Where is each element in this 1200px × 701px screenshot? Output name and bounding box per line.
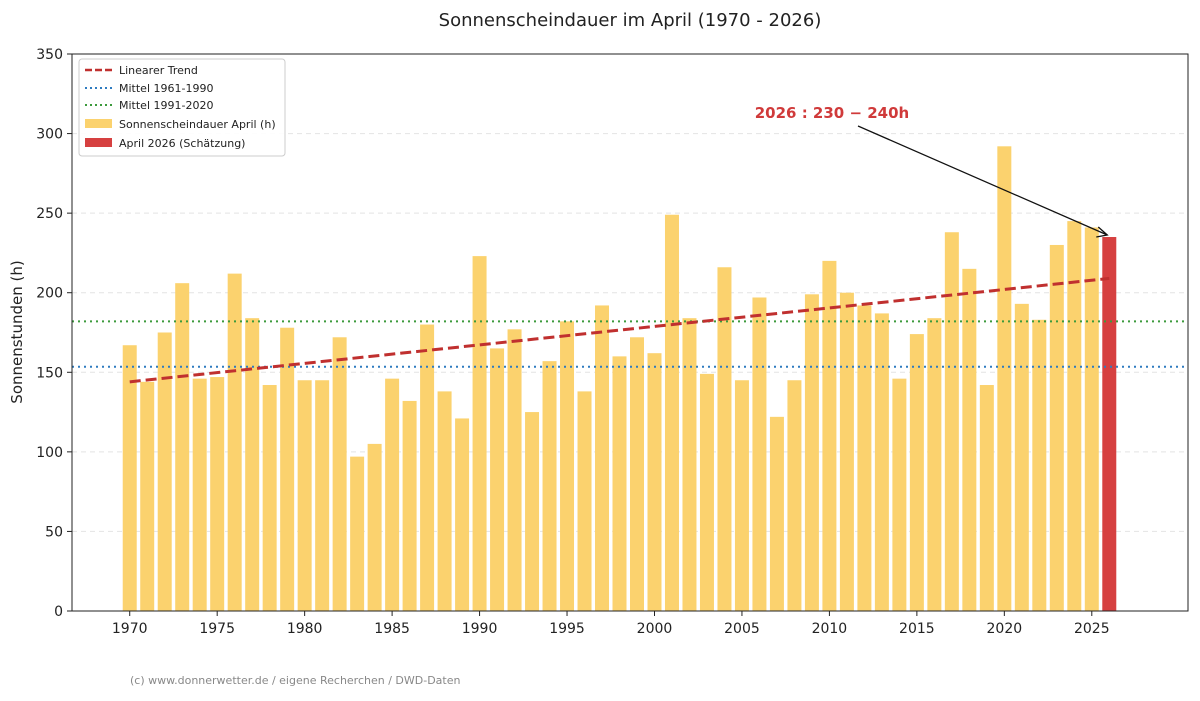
legend-estimate-swatch bbox=[85, 138, 112, 147]
bar-2000 bbox=[647, 353, 662, 611]
annotation-label: 2026 : 230 − 240h bbox=[755, 104, 910, 122]
bar-2013 bbox=[874, 313, 889, 611]
bar-2021 bbox=[1014, 303, 1029, 611]
bar-1988 bbox=[437, 391, 452, 611]
bar-1997 bbox=[595, 305, 610, 611]
legend-bar-label: Sonnenscheindauer April (h) bbox=[119, 118, 276, 131]
legend-bar-swatch bbox=[85, 119, 112, 128]
x-tick-label: 2025 bbox=[1074, 621, 1110, 637]
bar-2019 bbox=[979, 385, 994, 611]
legend: Linearer Trend Mittel 1961-1990 Mittel 1… bbox=[78, 58, 286, 157]
bar-1973 bbox=[175, 283, 190, 611]
bar-1991 bbox=[490, 348, 505, 611]
annotation-arrow bbox=[857, 125, 1108, 236]
plot-frame bbox=[71, 53, 1189, 612]
bar-1971 bbox=[140, 381, 155, 611]
x-tick-label: 1980 bbox=[287, 621, 323, 637]
bar-2014 bbox=[892, 378, 907, 611]
y-tick-label: 100 bbox=[36, 445, 63, 461]
chart-title: Sonnenscheindauer im April (1970 - 2026) bbox=[439, 10, 822, 31]
bar-2024 bbox=[1067, 221, 1082, 611]
bar-2001 bbox=[664, 214, 679, 611]
bar-1970 bbox=[122, 345, 137, 611]
legend-mean2-label: Mittel 1991-2020 bbox=[119, 99, 213, 112]
bar-1990 bbox=[472, 256, 487, 611]
bar-1981 bbox=[315, 380, 330, 611]
x-tick-label: 2020 bbox=[987, 621, 1023, 637]
bar-2007 bbox=[769, 416, 784, 611]
x-tick-label: 2000 bbox=[637, 621, 673, 637]
bar-1998 bbox=[612, 356, 627, 611]
bar-2022 bbox=[1032, 319, 1047, 611]
bar-1987 bbox=[420, 324, 435, 611]
y-tick-label: 50 bbox=[45, 524, 63, 540]
y-tick-label: 200 bbox=[36, 286, 63, 302]
bar-1984 bbox=[367, 443, 382, 611]
bar-2004 bbox=[717, 267, 732, 611]
bar-1989 bbox=[455, 418, 470, 611]
bar-2006 bbox=[752, 297, 767, 611]
bar-1975 bbox=[210, 377, 225, 611]
bar-1982 bbox=[332, 337, 347, 611]
bar-1985 bbox=[385, 378, 400, 611]
bar-1977 bbox=[245, 318, 260, 611]
bar-2005 bbox=[734, 380, 749, 611]
bar-2002 bbox=[682, 318, 697, 611]
bar-1980 bbox=[297, 380, 312, 611]
bar-1999 bbox=[630, 337, 644, 611]
bar-1976 bbox=[227, 273, 242, 611]
bar-2020 bbox=[997, 146, 1012, 611]
bar-2018 bbox=[962, 268, 977, 611]
bar-2025 bbox=[1084, 227, 1099, 612]
legend-mean1-label: Mittel 1961-1990 bbox=[119, 82, 213, 95]
bar-1972 bbox=[157, 332, 172, 611]
bar-1986 bbox=[402, 400, 417, 611]
x-tick-label: 1995 bbox=[549, 621, 585, 637]
bar-1979 bbox=[280, 327, 295, 611]
x-tick-label: 2005 bbox=[724, 621, 760, 637]
legend-trend-label: Linearer Trend bbox=[119, 64, 198, 77]
bar-1974 bbox=[192, 378, 207, 611]
bar-1992 bbox=[507, 329, 522, 611]
x-tick-label: 2015 bbox=[899, 621, 935, 637]
arrow-head bbox=[1096, 226, 1109, 238]
bar-1996 bbox=[577, 391, 592, 611]
bar-estimate-2026 bbox=[1102, 237, 1117, 611]
bar-2012 bbox=[857, 305, 872, 611]
y-axis-label: Sonnenstunden (h) bbox=[8, 260, 26, 403]
y-tick-label: 300 bbox=[36, 127, 63, 143]
x-tick-label: 1975 bbox=[199, 621, 235, 637]
y-tick-label: 150 bbox=[36, 365, 63, 381]
y-tick-label: 350 bbox=[36, 47, 63, 63]
bar-2017 bbox=[944, 232, 959, 612]
bar-2023 bbox=[1049, 244, 1064, 611]
trend-line bbox=[129, 276, 1110, 384]
x-tick-label: 1970 bbox=[112, 621, 148, 637]
x-tick-label: 1985 bbox=[374, 621, 410, 637]
bar-2008 bbox=[787, 380, 802, 611]
bar-1993 bbox=[525, 412, 540, 611]
x-tick-label: 2010 bbox=[812, 621, 848, 637]
bar-2009 bbox=[804, 294, 819, 611]
bar-2010 bbox=[822, 260, 837, 611]
legend-estimate-label: April 2026 (Schätzung) bbox=[119, 137, 245, 150]
bar-2016 bbox=[927, 318, 942, 611]
footer-credit: (c) www.donnerwetter.de / eigene Recherc… bbox=[130, 674, 460, 687]
bar-2015 bbox=[909, 334, 924, 611]
bar-1983 bbox=[350, 456, 365, 611]
bar-2003 bbox=[699, 373, 714, 611]
bar-1995 bbox=[560, 321, 575, 611]
bar-2011 bbox=[839, 292, 854, 611]
bar-1994 bbox=[542, 361, 557, 611]
y-tick-label: 0 bbox=[54, 604, 63, 620]
y-tick-label: 250 bbox=[36, 206, 63, 222]
x-tick-label: 1990 bbox=[462, 621, 498, 637]
bar-1978 bbox=[262, 385, 277, 611]
